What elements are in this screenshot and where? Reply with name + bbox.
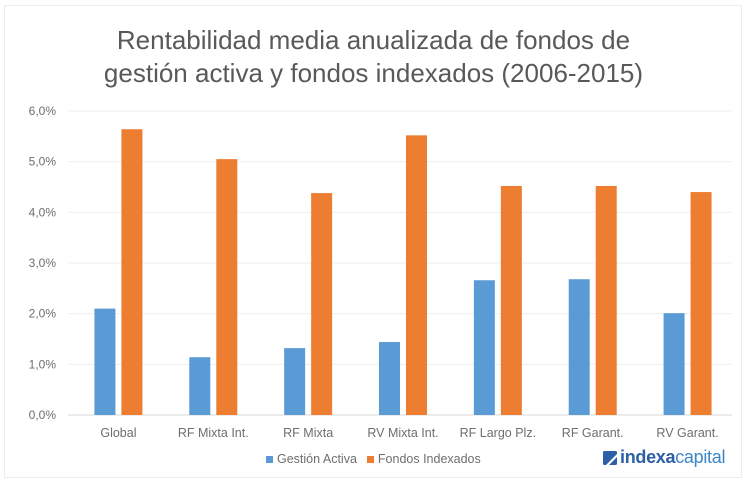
- x-tick-label: RV Garant.: [656, 426, 718, 440]
- x-tick-label: Global: [100, 426, 136, 440]
- x-tick-label: RF Mixta: [283, 426, 333, 440]
- y-axis-ticks: 0,0% 1,0% 2,0% 3,0% 4,0% 5,0% 6,0%: [29, 104, 57, 422]
- y-tick-label: 4,0%: [29, 205, 57, 219]
- y-tick-label: 1,0%: [29, 357, 57, 371]
- legend-label: Gestión Activa: [277, 452, 357, 466]
- bar-gestion-activa: [189, 357, 211, 415]
- legend-label: Fondos Indexados: [377, 452, 481, 466]
- bar-gestion-activa: [473, 280, 495, 415]
- bar-fondos-indexados: [406, 135, 427, 415]
- y-tick-label: 3,0%: [29, 256, 57, 270]
- logo-mark-icon: [603, 450, 617, 465]
- legend-item-fondos-indexados[interactable]: Fondos Indexados: [366, 452, 481, 466]
- x-axis-ticks: Global RF Mixta Int. RF Mixta RV Mixta Int.…: [100, 426, 718, 440]
- bars: [94, 129, 712, 416]
- bar-gestion-activa: [568, 279, 590, 415]
- bar-gestion-activa: [663, 313, 685, 415]
- bar-fondos-indexados: [690, 192, 712, 415]
- logo-text-indexa: indexa: [620, 447, 676, 467]
- x-tick-label: RF Largo Plz.: [460, 426, 536, 440]
- x-tick-label: RF Garant.: [562, 426, 624, 440]
- chart-title-line-1: Rentabilidad media anualizada de fondos …: [116, 25, 631, 55]
- chart-title: Rentabilidad media anualizada de fondos …: [0, 24, 747, 90]
- legend-swatch-orange: [366, 455, 374, 463]
- logo-text-capital: capital: [675, 447, 726, 467]
- bar-fondos-indexados: [595, 185, 617, 415]
- bar-fondos-indexados: [121, 129, 143, 416]
- y-tick-label: 6,0%: [29, 104, 57, 118]
- x-tick-label: RV Mixta Int.: [367, 426, 438, 440]
- gridlines: [68, 110, 732, 416]
- x-tick-label: RF Mixta Int.: [178, 426, 249, 440]
- bar-fondos-indexados: [311, 193, 333, 415]
- y-tick-label: 5,0%: [29, 155, 57, 169]
- bar-gestion-activa: [379, 342, 400, 415]
- legend-item-gestion-activa[interactable]: Gestión Activa: [266, 452, 357, 466]
- legend: Gestión Activa Fondos Indexados: [266, 452, 491, 466]
- y-tick-label: 2,0%: [29, 307, 57, 321]
- legend-swatch-blue: [266, 455, 273, 463]
- indexa-capital-logo: indexa capital: [603, 447, 725, 468]
- bar-gestion-activa: [284, 348, 306, 415]
- bar-fondos-indexados: [216, 159, 238, 415]
- bar-fondos-indexados: [500, 185, 522, 415]
- chart-title-line-2: gestión activa y fondos indexados (2006-…: [103, 58, 644, 88]
- bar-gestion-activa: [94, 308, 116, 415]
- y-tick-label: 0,0%: [29, 408, 57, 422]
